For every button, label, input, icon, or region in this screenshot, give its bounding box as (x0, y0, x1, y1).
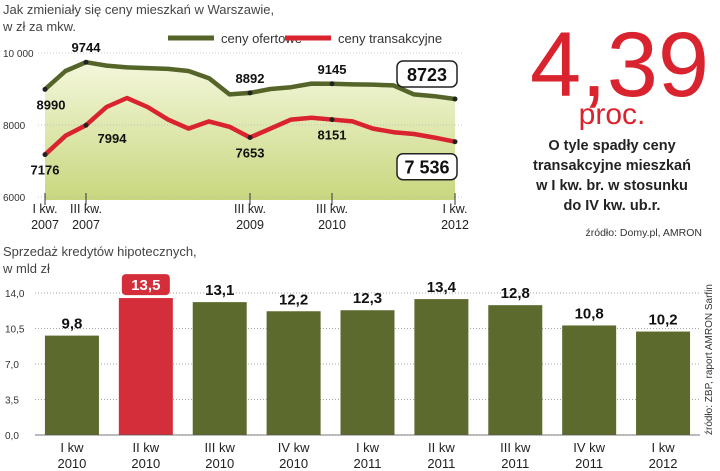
bar (562, 325, 617, 435)
value-label: 8151 (318, 128, 347, 143)
x-tick-label: 2012 (649, 456, 678, 471)
value-label: 10,8 (575, 305, 604, 322)
label-box (121, 274, 170, 296)
x-tick-label: 2011 (575, 456, 603, 471)
value-label: 8990 (37, 97, 66, 112)
x-tick-label: 2011 (427, 456, 455, 471)
value-label: 8892 (236, 71, 265, 86)
x-tick-label: II kw (428, 440, 455, 455)
x-tick-label: 2011 (501, 456, 529, 471)
point (452, 96, 458, 102)
x-tick-label: 2007 (72, 218, 100, 232)
bar (414, 299, 469, 435)
point (83, 122, 89, 128)
x-tick-label: 2010 (205, 456, 234, 471)
value-label: 9145 (318, 62, 347, 77)
x-tick-label: IV kw (278, 440, 310, 455)
x-tick-label: III kw (500, 440, 531, 455)
area (45, 62, 455, 200)
label-box (396, 60, 458, 88)
callout-text: do IV kw. ub.r. (564, 198, 661, 214)
point (83, 59, 89, 65)
callout-source: źródło: Domy.pl, AMRON (586, 227, 703, 239)
x-tick-label: I kw (651, 440, 675, 455)
bar (266, 311, 321, 435)
x-tick-label: III kw. (316, 202, 348, 216)
x-tick-label: I kw (356, 440, 380, 455)
x-tick-label: 2011 (354, 456, 382, 471)
value-label: 12,2 (279, 291, 308, 308)
value-label: 10,2 (648, 312, 677, 329)
value-label: 7176 (31, 163, 60, 178)
bar (118, 298, 173, 435)
bar (192, 302, 247, 435)
x-tick-label: II kw (132, 440, 159, 455)
source: źródło: ZBP, raport AMRON Sarfin (704, 284, 715, 435)
callout-text: O tyle spadły ceny (548, 138, 675, 154)
value-label: 9,8 (62, 316, 83, 333)
x-tick-label: 2012 (441, 218, 469, 232)
bar (636, 331, 691, 435)
point (329, 81, 335, 87)
x-tick-label: 2009 (236, 218, 264, 232)
x-tick-label: III kw. (234, 202, 266, 216)
callout-unit: proc. (579, 98, 646, 131)
x-tick-label: I kw (60, 440, 84, 455)
bar (340, 310, 395, 435)
legend-label: ceny transakcyjne (338, 31, 442, 46)
x-tick-label: 2010 (131, 456, 160, 471)
callout-text: w I kw. br. w stosunku (535, 178, 688, 194)
x-tick-label: III kw. (70, 202, 102, 216)
label-box (396, 152, 458, 181)
y-tick-label: 10 000 (3, 49, 34, 60)
y-tick-label: 6000 (3, 193, 26, 204)
x-tick-label: III kw (205, 440, 236, 455)
y-tick-label: 0,0 (5, 431, 19, 442)
callout-text: transakcyjne mieszkań (533, 158, 691, 174)
point (329, 117, 335, 123)
chart-title: Jak zmieniały się ceny mieszkań w Warsza… (3, 2, 274, 17)
value-label: 9744 (72, 40, 102, 55)
x-tick-label: I kw. (32, 202, 57, 216)
value-label: 13,1 (205, 282, 234, 299)
legend-label: ceny ofertowe (221, 31, 302, 46)
bar (44, 335, 99, 435)
value-label: 7994 (98, 131, 128, 146)
x-tick-label: 2010 (318, 218, 346, 232)
value-label: 12,3 (353, 290, 382, 307)
x-tick-label: I kw. (442, 202, 467, 216)
value-label: 8723 (407, 65, 447, 85)
bar (488, 305, 543, 435)
point (452, 139, 458, 145)
chart-title: w zł za mkw. (2, 19, 76, 34)
point (247, 90, 253, 96)
value-label: 7653 (236, 145, 265, 160)
value-label: 7 536 (404, 158, 449, 178)
point (42, 86, 48, 92)
point (247, 134, 253, 140)
x-tick-label: 2010 (57, 456, 86, 471)
x-tick-label: 2007 (31, 218, 59, 232)
callout-number: 4,39 (530, 14, 709, 116)
y-tick-label: 14,0 (5, 289, 25, 300)
y-tick-label: 3,5 (5, 396, 19, 407)
value-label: 13,5 (131, 277, 160, 294)
chart-title: Sprzedaż kredytów hipotecznych, (3, 244, 197, 259)
value-label: 12,8 (501, 285, 530, 302)
y-tick-label: 7,0 (5, 360, 19, 371)
x-tick-label: IV kw (573, 440, 605, 455)
y-tick-label: 8000 (3, 121, 26, 132)
y-tick-label: 10,5 (5, 325, 25, 336)
point (42, 152, 48, 158)
x-tick-label: 2010 (279, 456, 308, 471)
chart-title: w mld zł (2, 261, 50, 276)
value-label: 13,4 (427, 279, 457, 296)
